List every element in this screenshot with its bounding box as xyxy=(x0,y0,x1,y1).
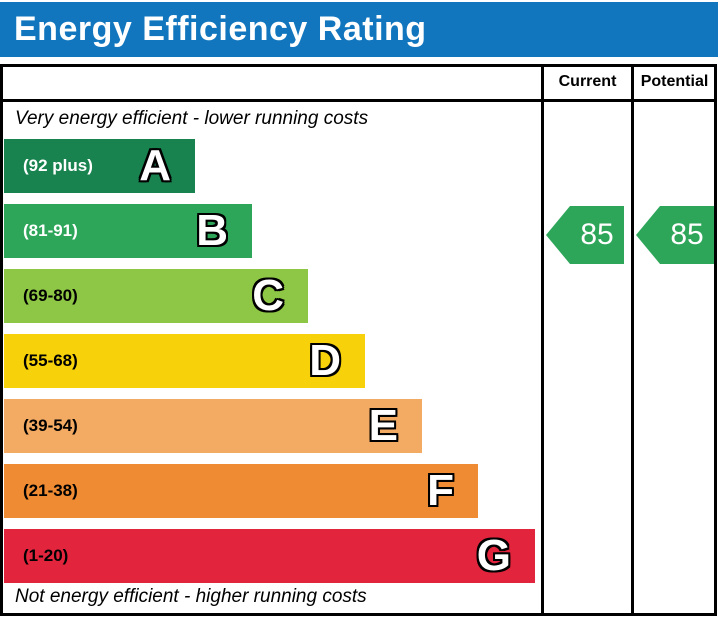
band-g-letter: G xyxy=(476,531,511,580)
band-c: (69-80) C xyxy=(4,269,308,323)
band-c-range-label: (69-80) xyxy=(23,286,78,305)
band-g-range-label: (1-20) xyxy=(23,546,69,565)
current-column-header: Current xyxy=(558,72,617,90)
band-a-letter: A xyxy=(139,141,171,190)
band-d-letter: D xyxy=(309,336,341,385)
note-not-efficient: Not energy efficient - higher running co… xyxy=(15,586,367,607)
note-very-efficient: Very energy efficient - lower running co… xyxy=(15,108,369,129)
current-rating-value: 85 xyxy=(580,218,614,251)
column-divider-potential xyxy=(631,64,634,616)
band-g: (1-20) G xyxy=(4,529,535,583)
potential-rating-value: 85 xyxy=(670,218,704,251)
band-d: (55-68) D xyxy=(4,334,365,388)
band-f-letter: F xyxy=(427,466,454,515)
current-rating-arrow: 85 xyxy=(546,206,624,264)
page-title: Energy Efficiency Rating xyxy=(14,10,427,48)
column-divider-current xyxy=(541,64,544,616)
band-e: (39-54) E xyxy=(4,399,422,453)
band-a-range-label: (92 plus) xyxy=(23,156,93,175)
potential-rating-arrow: 85 xyxy=(636,206,714,264)
band-d-range-label: (55-68) xyxy=(23,351,78,370)
band-b-letter: B xyxy=(196,206,228,255)
band-f: (21-38) F xyxy=(4,464,478,518)
header-divider xyxy=(0,99,717,102)
band-c-letter: C xyxy=(252,271,284,320)
left-pointing-arrow-icon xyxy=(636,206,714,264)
band-f-range-label: (21-38) xyxy=(23,481,78,500)
band-a: (92 plus) A xyxy=(4,139,195,193)
band-e-range-label: (39-54) xyxy=(23,416,78,435)
left-pointing-arrow-icon xyxy=(546,206,624,264)
potential-column-header: Potential xyxy=(640,72,709,90)
band-b-range-label: (81-91) xyxy=(23,221,78,240)
band-b: (81-91) B xyxy=(4,204,252,258)
title-bar: Energy Efficiency Rating xyxy=(0,2,718,57)
band-e-letter: E xyxy=(368,401,398,450)
